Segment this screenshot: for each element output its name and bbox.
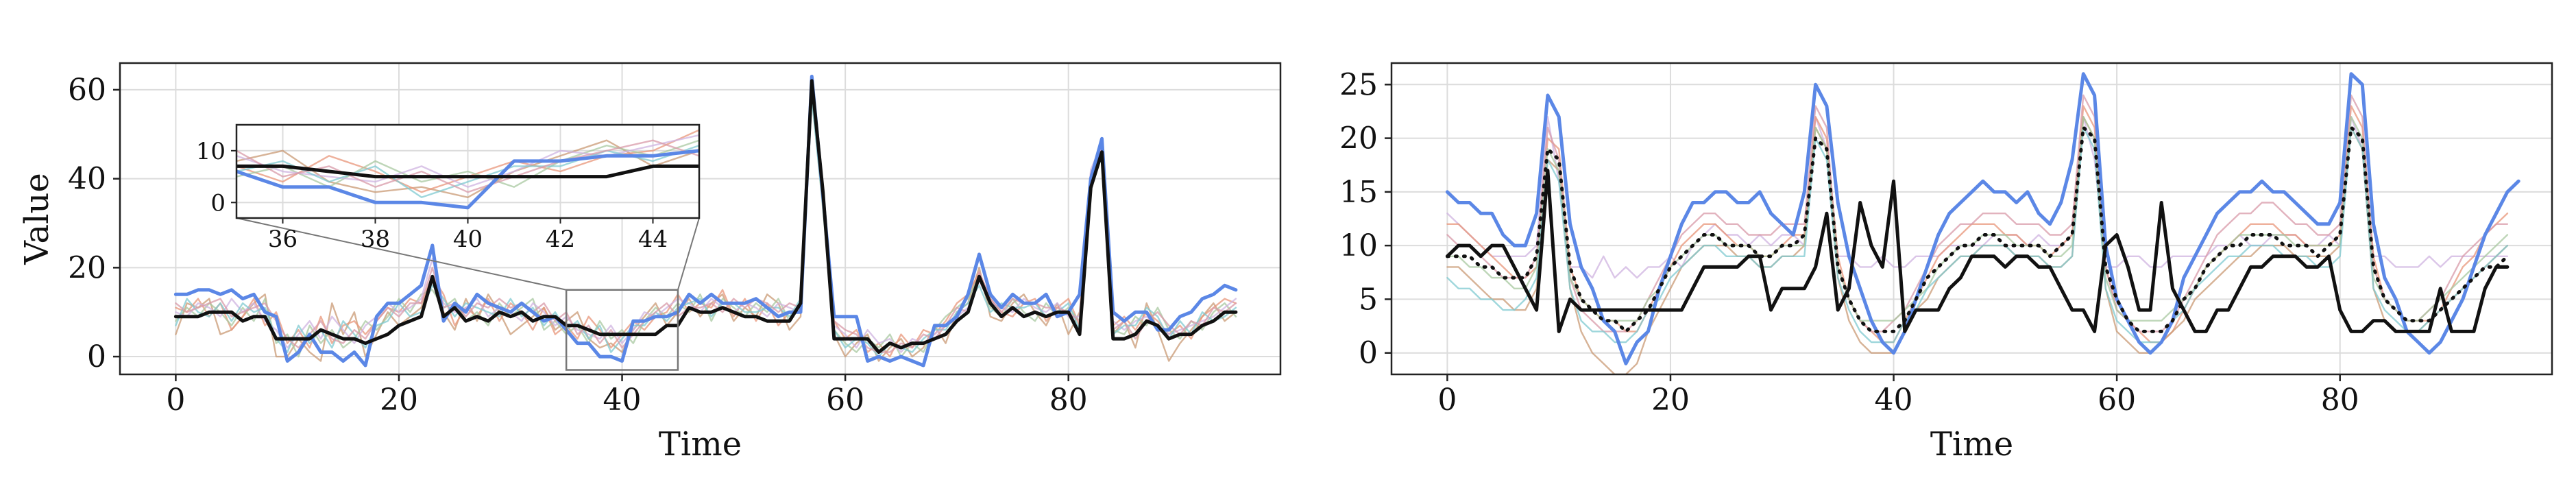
y-tick-label: 60 [68, 73, 106, 108]
y-tick-label: 5 [1359, 282, 1378, 317]
series-line-2 [173, 79, 1238, 354]
series-line-1 [1446, 116, 2509, 279]
inset-series-line-7 [236, 144, 699, 198]
series-line-8 [1445, 169, 2510, 333]
x-axis-label: Time [659, 425, 742, 464]
inset-series-line-1 [236, 149, 699, 210]
y-tick-label: 15 [1339, 175, 1378, 210]
series-line-4 [1446, 94, 2509, 333]
series-line-1 [173, 75, 1238, 368]
y-tick-label: 10 [1339, 228, 1378, 263]
series-group [173, 75, 1238, 368]
chart-panel-2: 0 20 40 60 80 0 5 10 15 20 25 Time [1339, 62, 2553, 464]
inset-x-tick-label: 38 [361, 226, 390, 253]
x-tick-label: 60 [826, 383, 864, 418]
inset-panel: 36 38 40 42 44 0 10 [196, 123, 701, 253]
plot-frame [1390, 62, 2553, 376]
y-tick-label: 20 [68, 250, 106, 285]
x-tick-label: 80 [1049, 383, 1088, 418]
inset-x-tick-label: 42 [546, 226, 575, 253]
series-group [1445, 72, 2520, 374]
x-tick-label: 20 [380, 383, 418, 418]
inset-y-tick-label: 10 [196, 138, 226, 165]
inset-x-tick-label: 44 [638, 226, 668, 253]
zoom-connector [677, 217, 700, 291]
x-axis-label: Time [1930, 425, 2013, 464]
y-axis-label: Value [18, 173, 56, 265]
x-tick-label: 20 [1651, 383, 1690, 418]
y-tick-label: 20 [1339, 121, 1378, 156]
zoom-connector [236, 217, 567, 291]
y-tick-label: 40 [68, 162, 106, 197]
inset-x-tick-label: 40 [453, 226, 483, 253]
series-line-7 [1445, 72, 2520, 365]
inset-series-line-8 [236, 139, 699, 193]
x-tick-label: 0 [166, 383, 185, 418]
inset-series-line-2 [236, 164, 699, 179]
y-tick-label: 0 [87, 339, 106, 374]
x-tick-label: 80 [2321, 383, 2359, 418]
plot-frame [119, 62, 1282, 376]
y-tick-label: 0 [1359, 336, 1378, 371]
plot-area [1392, 63, 2552, 374]
x-tick-label: 40 [1875, 383, 1913, 418]
y-tick-label: 25 [1339, 67, 1378, 102]
inset-x-tick-label: 36 [268, 226, 297, 253]
inset-series-line-6 [236, 134, 699, 188]
x-tick-label: 40 [603, 383, 642, 418]
zoom-region-box [565, 289, 679, 371]
series-line-9 [1445, 125, 2510, 333]
chart-panel-1: 0 20 40 60 80 0 20 40 60 Time Value 36 38 40 42 44 0 10 [18, 62, 1282, 464]
x-tick-label: 60 [2098, 383, 2136, 418]
x-tick-label: 0 [1437, 383, 1457, 418]
inset-y-tick-label: 0 [210, 189, 226, 217]
series-line-8 [175, 84, 1237, 353]
inset-series-group [236, 129, 699, 210]
